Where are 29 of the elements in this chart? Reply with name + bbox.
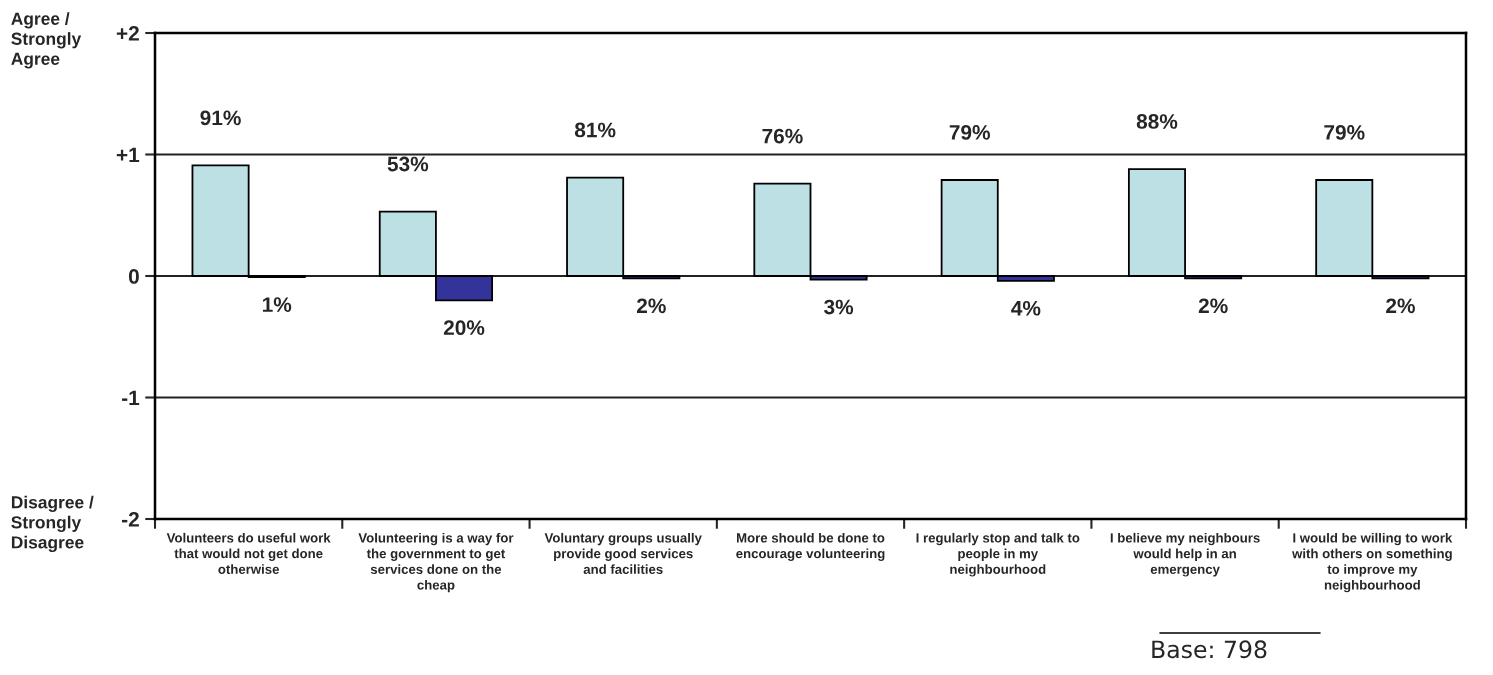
x-tick-label: I would be willing to work with others on something to improve my neighbourhood: [1292, 532, 1453, 593]
x-tick-label: More should be done to encourage volunteering: [736, 532, 885, 561]
text: Disagree / Strongly Disagree: [11, 495, 94, 553]
data-label: 88%: [1136, 114, 1178, 129]
y-tick-label: +1: [116, 147, 140, 163]
data-label: 2%: [636, 298, 666, 314]
data-label: 81%: [574, 122, 616, 138]
x-tick-label: Voluntary groups usually provide good services and facilities: [544, 532, 702, 574]
data-label: 20%: [443, 320, 485, 336]
data-label: 2%: [1198, 298, 1228, 314]
data-label: 91%: [200, 110, 241, 126]
y-tick-label: 0: [128, 269, 139, 284]
x-tick-label: Volunteering is a way for the government to get services done on the cheap: [358, 532, 514, 593]
data-label: 79%: [1324, 125, 1365, 140]
x-tick-label: I regularly stop and talk to people in my neighbourhood: [916, 532, 1080, 577]
y-tick-label: -1: [122, 390, 140, 406]
text: Base: 798: [1152, 640, 1267, 659]
data-label: 53%: [387, 156, 429, 172]
data-label: 1%: [262, 297, 292, 312]
x-tick-label: I believe my neighbours would help in an emergency: [1110, 532, 1260, 577]
data-label: 4%: [1011, 300, 1041, 316]
text: Agree / Strongly Agree: [11, 12, 82, 69]
data-label: 2%: [1386, 298, 1415, 314]
data-label: 79%: [949, 125, 990, 140]
y-tick-label: +2: [116, 26, 139, 41]
y-tick-label: -2: [122, 512, 139, 527]
data-label: 3%: [824, 299, 854, 315]
x-tick-label: Volunteers do useful work that would not get done otherwise: [166, 532, 331, 574]
data-label: 76%: [762, 128, 803, 144]
